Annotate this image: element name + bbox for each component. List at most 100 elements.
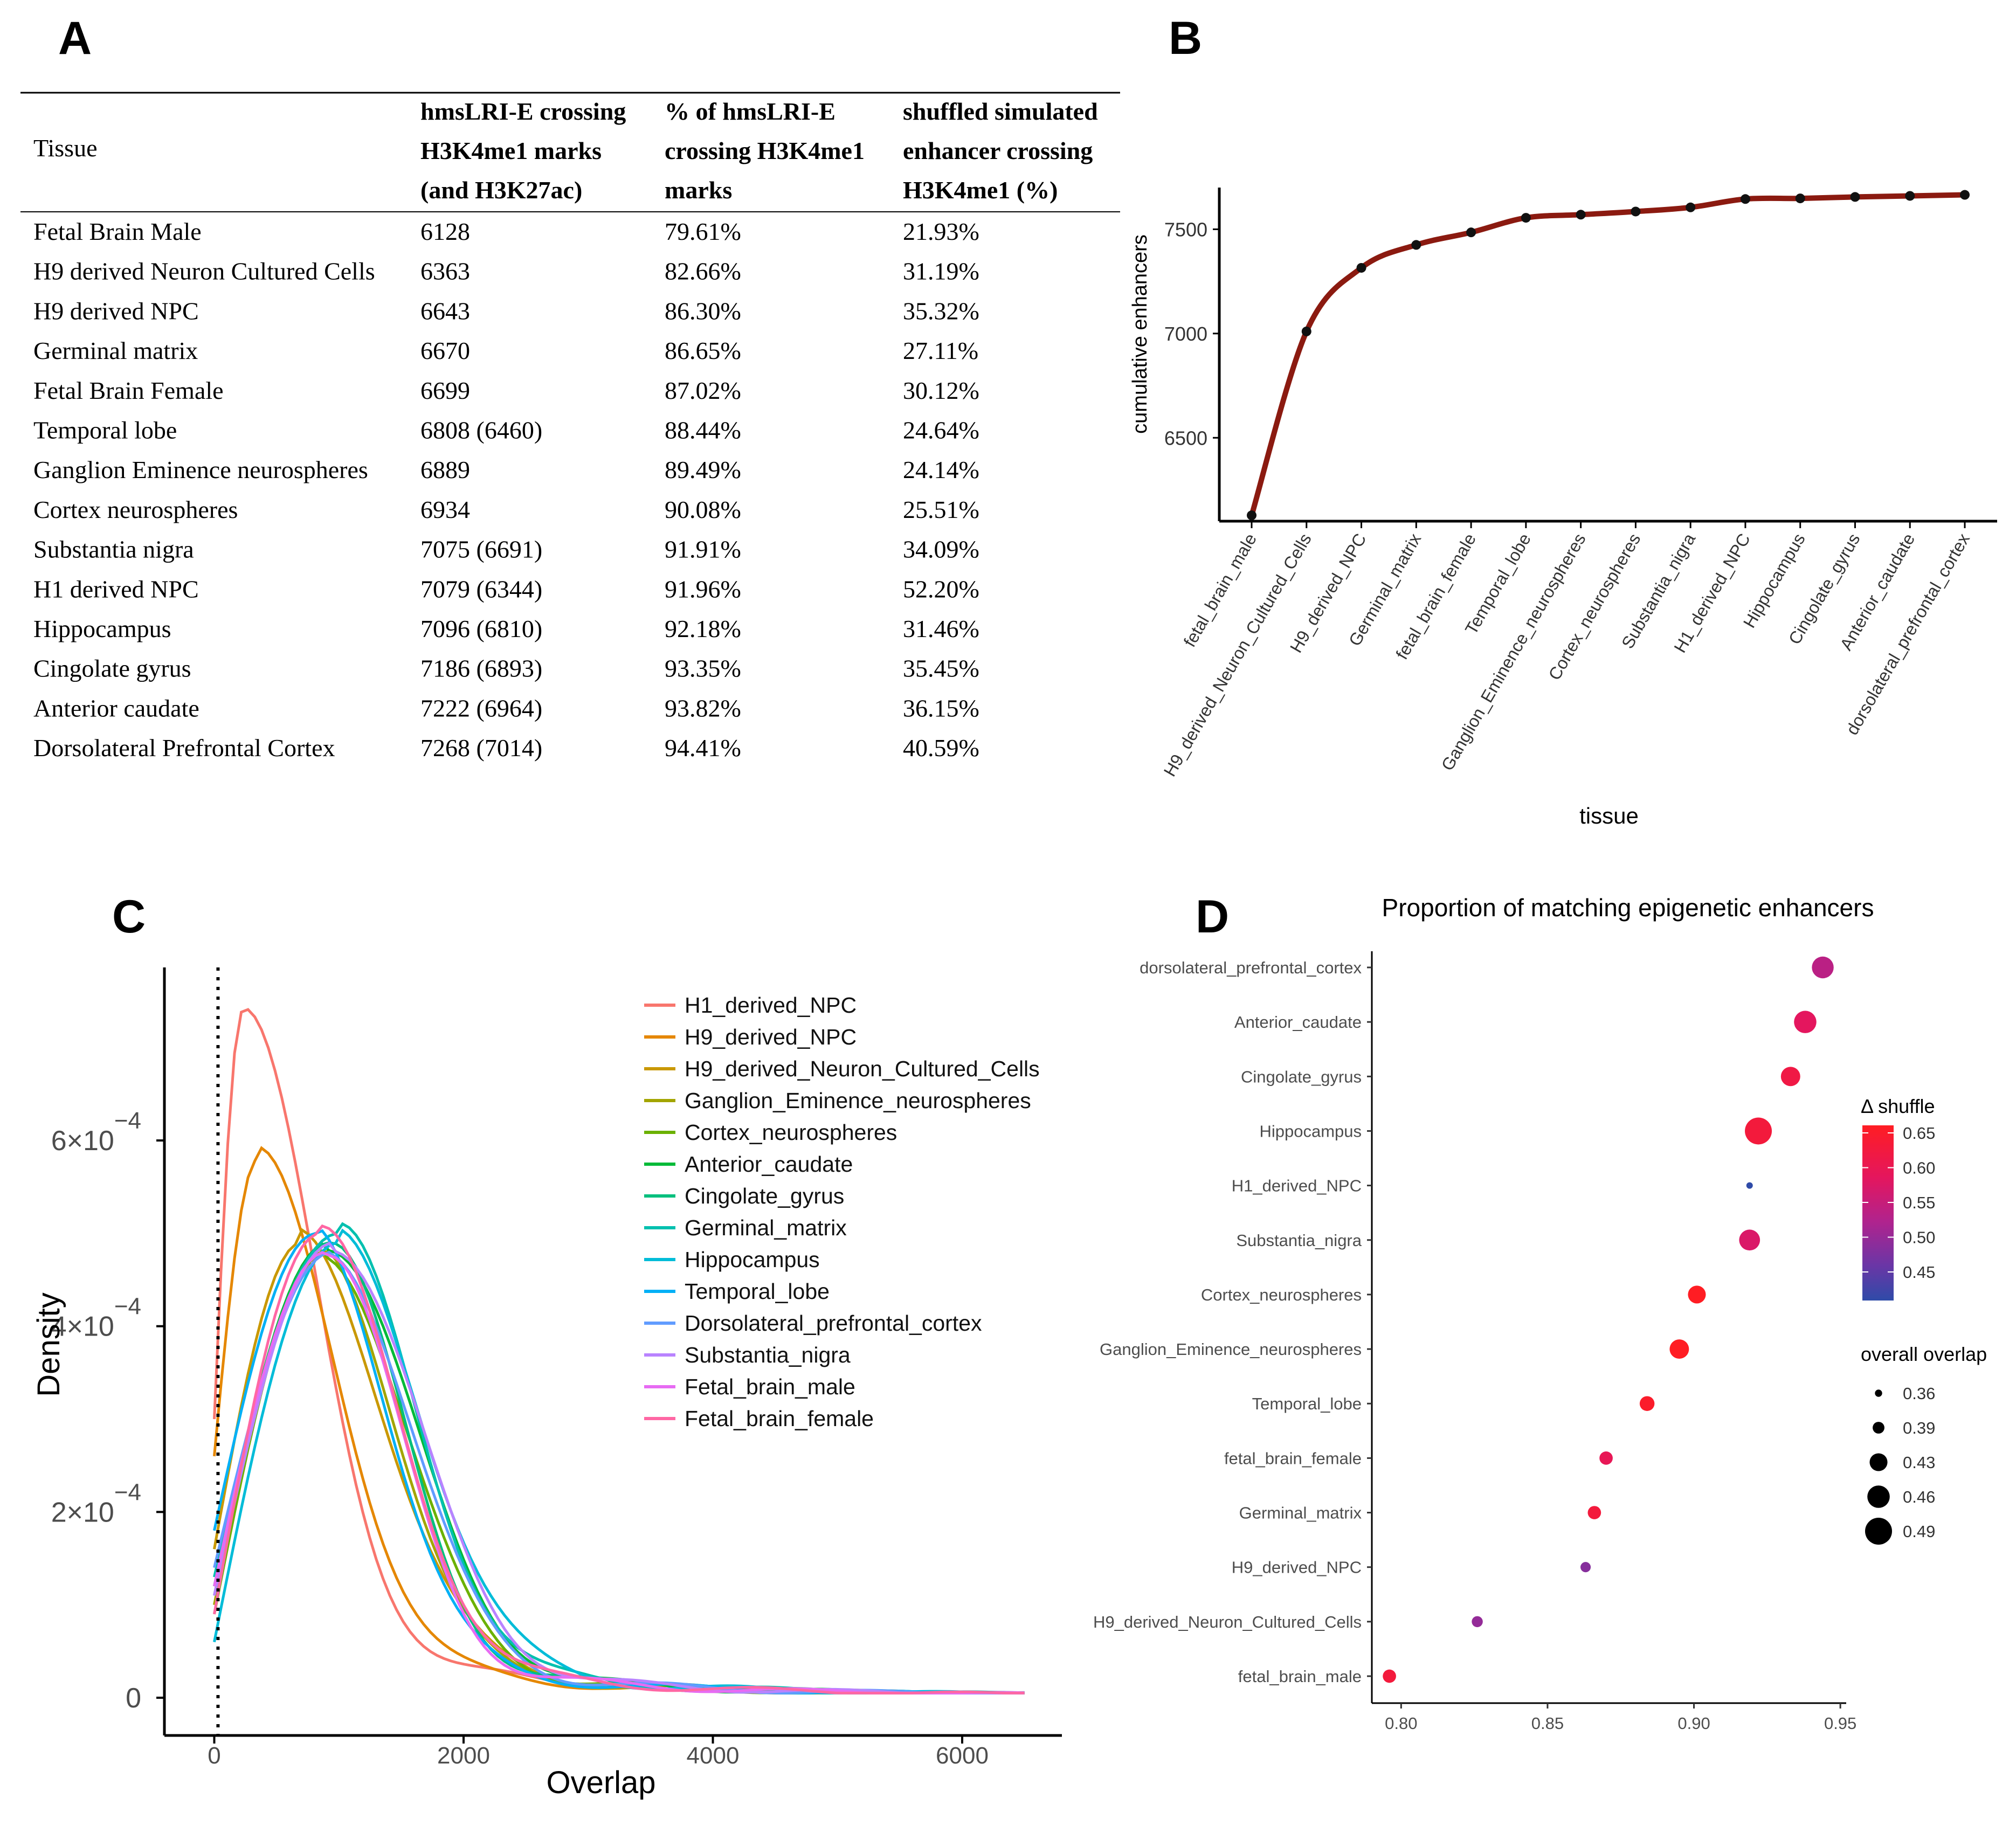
panel-d-y-tick-label: fetal_brain_male [1238, 1667, 1362, 1686]
table-row: Substantia nigra 7075 (6691) 91.91% 34.09% [33, 536, 979, 563]
panel-c-legend-label: Anterior_caudate [685, 1152, 853, 1177]
table-row: Fetal Brain Female 6699 87.02% 30.12% [33, 377, 979, 404]
table-cell: 6363 [420, 258, 470, 285]
panel-c-label: C [112, 891, 146, 943]
panel-b-y-tick-label: 6500 [1164, 427, 1207, 449]
panel-c-y-tick-label: 2×10−4 [51, 1479, 141, 1528]
panel-d-y-tick-label: fetal_brain_female [1224, 1449, 1362, 1468]
table-cell: 6699 [420, 377, 470, 404]
panel-d-y-tick-label: Hippocampus [1259, 1122, 1362, 1140]
table-cell: 36.15% [903, 694, 979, 722]
table-row: Germinal matrix 6670 86.65% 27.11% [33, 337, 978, 364]
panel-c-y-tick-label: 6×10−4 [51, 1108, 141, 1157]
panel-b-y-label: cumulative enhancers [1129, 234, 1151, 434]
table-cell: 91.96% [665, 575, 741, 603]
panel-b-point [1905, 191, 1915, 201]
table-cell: Substantia nigra [33, 536, 194, 563]
table-cell: Anterior caudate [33, 694, 199, 722]
panel-c-legend-item: Ganglion_Eminence_neurospheres [644, 1088, 1031, 1113]
panel-d-point [1739, 1229, 1760, 1251]
panel-d-point [1812, 956, 1834, 979]
table-cell: Hippocampus [33, 615, 171, 642]
panel-c-legend-item: Hippocampus [644, 1247, 820, 1272]
panel-b-line [1249, 192, 1967, 518]
legend-shuffle-tick-label: 0.65 [1903, 1124, 1935, 1143]
table-cell: 52.20% [903, 575, 979, 603]
table-cell: Cortex neurospheres [33, 496, 238, 523]
panel-b-point [1740, 194, 1750, 204]
panel-c-y-tick-label: 0 [126, 1683, 141, 1714]
table-cell: 35.45% [903, 655, 979, 682]
table-cell: 40.59% [903, 734, 979, 762]
legend-overlap-label: 0.39 [1903, 1419, 1935, 1437]
panel-c-legend-item: Fetal_brain_male [644, 1374, 855, 1399]
panel-b-point [1247, 510, 1256, 521]
panel-b-point [1521, 213, 1531, 223]
panel-d-y-tick-label: Substantia_nigra [1236, 1231, 1362, 1250]
panel-b-point [1686, 202, 1696, 212]
table-cell: 7075 (6691) [420, 536, 542, 563]
panel-b-point [1631, 206, 1641, 217]
panel-c-y-label: Density [31, 1292, 66, 1396]
table-cell: Germinal matrix [33, 337, 198, 364]
table-cell: 93.35% [665, 655, 741, 682]
panel-d-y-tick-label: dorsolateral_prefrontal_cortex [1140, 958, 1362, 977]
panel-d-y-tick-label: H9_derived_NPC [1232, 1558, 1362, 1577]
panel-c-x-tick-label: 6000 [936, 1742, 989, 1769]
legend-shuffle-tick-label: 0.45 [1903, 1263, 1935, 1282]
legend-shuffle-tick-label: 0.60 [1903, 1159, 1935, 1178]
panel-c-series-line [213, 1228, 1025, 1694]
panel-b-point [1466, 227, 1476, 238]
panel-b-y-tick-label: 7500 [1164, 218, 1207, 240]
legend-overlap-key [1869, 1453, 1888, 1471]
panel-d-point [1745, 1117, 1772, 1145]
panel-c-legend-item: Cingolate_gyrus [644, 1184, 844, 1208]
panel-c-legend-item: Substantia_nigra [644, 1343, 851, 1367]
panel-c-legend-label: H9_derived_Neuron_Cultured_Cells [685, 1056, 1040, 1081]
panel-d-point [1794, 1011, 1817, 1033]
table-cell: 35.32% [903, 297, 979, 324]
table-cell: 7222 (6964) [420, 694, 542, 722]
panel-b-point [1301, 326, 1311, 336]
table-header-tissue: Tissue [33, 134, 97, 162]
panel-c-legend-label: Fetal_brain_male [685, 1374, 855, 1399]
table-cell: 7079 (6344) [420, 575, 542, 603]
table-cell: 6643 [420, 297, 470, 324]
panel-c-legend-label: Hippocampus [685, 1247, 820, 1272]
legend-overlap-key [1875, 1389, 1882, 1397]
panel-b-point [1795, 193, 1805, 204]
table-cell: H9 derived Neuron Cultured Cells [33, 258, 375, 285]
table-cell: H1 derived NPC [33, 575, 199, 603]
table-header-col-3: shuffled simulated enhancer crossing H3K4m… [903, 98, 1098, 204]
table-cell: 24.64% [903, 417, 979, 444]
panel-d-x-tick-label: 0.90 [1677, 1714, 1710, 1733]
table-row: Cortex neurospheres 6934 90.08% 25.51% [33, 496, 979, 523]
table-cell: 86.65% [665, 337, 741, 364]
table-cell: 31.19% [903, 258, 979, 285]
table-cell: 91.91% [665, 536, 741, 563]
table-cell: Temporal lobe [33, 417, 177, 444]
panel-a-label: A [58, 12, 92, 64]
panel-d-y-tick-label: Ganglion_Eminence_neurospheres [1100, 1340, 1362, 1359]
panel-d-y-tick-label: Germinal_matrix [1239, 1504, 1362, 1523]
table-cell: Dorsolateral Prefrontal Cortex [33, 734, 335, 762]
panel-d-point [1780, 1067, 1800, 1087]
panel-c-density-chart: 0 2000 4000 6000 0 2×10−4 4×10−4 6×10−4 H1_deri… [31, 967, 1062, 1800]
panel-c-series-line [213, 1224, 1025, 1694]
table-cell: 93.82% [665, 694, 741, 722]
table-row: Cingolate gyrus 7186 (6893) 93.35% 35.45% [33, 655, 979, 682]
panel-c-legend-label: Fetal_brain_female [685, 1406, 874, 1431]
panel-b-point [1960, 190, 1970, 200]
panel-c-legend-item: H9_derived_Neuron_Cultured_Cells [644, 1056, 1040, 1081]
table-cell: 24.14% [903, 456, 979, 483]
panel-c-x-tick-label: 4000 [687, 1742, 740, 1769]
panel-c-legend-item: Cortex_neurospheres [644, 1120, 897, 1145]
panel-d-y-tick-label: H9_derived_Neuron_Cultured_Cells [1093, 1613, 1362, 1631]
panel-c-legend-item: Dorsolateral_prefrontal_cortex [644, 1311, 982, 1336]
panel-c-x-tick-label: 2000 [437, 1742, 490, 1769]
table-cell: 7268 (7014) [420, 734, 542, 762]
panel-d-point [1599, 1451, 1613, 1465]
panel-b-point [1850, 192, 1860, 202]
panel-d-y-tick-label: Cortex_neurospheres [1201, 1285, 1362, 1304]
panel-d-point [1587, 1506, 1601, 1519]
